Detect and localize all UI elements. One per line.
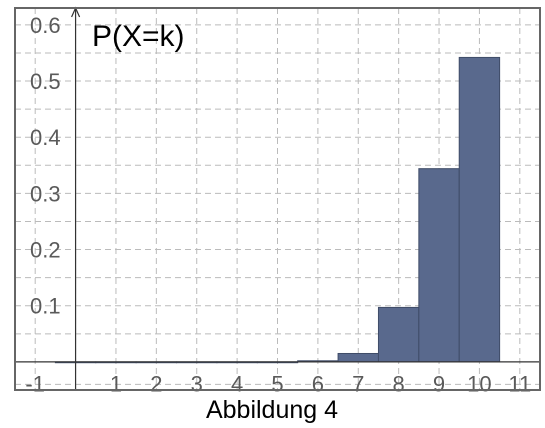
y-axis-title: P(X=k) <box>92 20 185 53</box>
x-tick-label: -1 <box>25 371 45 396</box>
x-tick-label: 9 <box>433 371 445 396</box>
x-tick-label: 2 <box>150 371 162 396</box>
x-tick-label: 11 <box>508 371 531 396</box>
bar-k-9 <box>418 168 460 363</box>
y-tick-label: 0.3 <box>30 181 61 206</box>
y-tick-label: 0.4 <box>30 125 61 150</box>
y-tick-label: 0.5 <box>30 69 61 94</box>
x-tick-label: 5 <box>271 371 283 396</box>
bar-k-7 <box>337 352 379 363</box>
bars <box>54 56 501 364</box>
y-tick-label: 0.6 <box>30 13 61 38</box>
x-tick-label: 4 <box>231 371 243 396</box>
bar-k-10 <box>458 56 501 363</box>
x-tick-label: 8 <box>393 371 405 396</box>
x-tick-label: 3 <box>191 371 203 396</box>
chart-frame <box>14 7 541 391</box>
x-tick-label: 7 <box>352 371 364 396</box>
figure-caption: Abbildung 4 <box>206 396 338 424</box>
y-tick-label: 0.1 <box>30 294 61 319</box>
x-tick-label: 1 <box>110 371 122 396</box>
plot-frame <box>14 7 541 391</box>
bar-k-8 <box>377 306 420 363</box>
x-tick-label: 10 <box>467 371 491 396</box>
y-tick-label: 0.2 <box>30 238 61 263</box>
x-tick-label: 6 <box>312 371 324 396</box>
